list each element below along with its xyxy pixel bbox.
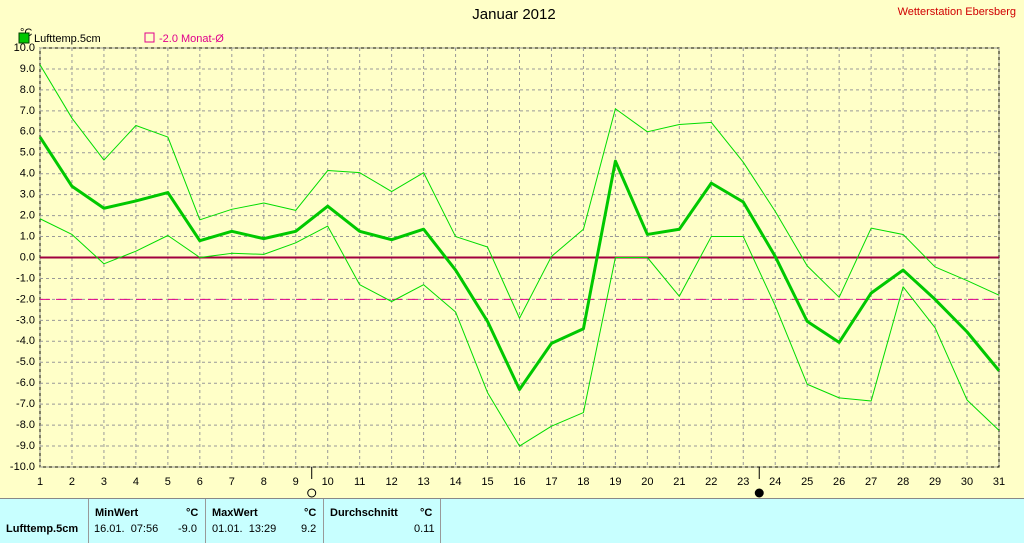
y-tick-label: -5.0: [16, 356, 35, 368]
source: Wetterstation Ebersberg: [898, 6, 1016, 18]
stats-table: MinWert °C MaxWert °C Durchschnitt °C Lu…: [0, 498, 1024, 543]
separator: [323, 499, 324, 543]
separator: [205, 499, 206, 543]
y-tick-label: 4.0: [20, 168, 35, 180]
y-tick-label: 9.0: [20, 63, 35, 75]
x-tick-label: 1: [37, 476, 43, 488]
x-tick-label: 14: [449, 476, 461, 488]
x-tick-label: 4: [133, 476, 139, 488]
y-tick-label: 8.0: [20, 84, 35, 96]
legend-label: -2.0 Monat-Ø: [159, 33, 224, 45]
header: °C: [186, 507, 199, 519]
x-tick-label: 22: [705, 476, 717, 488]
series-line: [38, 136, 1001, 391]
legend-swatch: [18, 32, 30, 44]
x-tick-label: 21: [673, 476, 685, 488]
y-tick-label: -2.0: [16, 293, 35, 305]
x-tick-label: 8: [261, 476, 267, 488]
y-tick-label: -10.0: [10, 461, 35, 473]
x-tick-label: 30: [961, 476, 973, 488]
x-tick-label: 2: [69, 476, 75, 488]
x-tick-label: 16: [513, 476, 525, 488]
x-tick-label: 20: [641, 476, 653, 488]
y-tick-label: -4.0: [16, 335, 35, 347]
cell: -9.0: [178, 523, 197, 535]
header: Durchschnitt: [330, 507, 398, 519]
x-tick-label: 17: [545, 476, 557, 488]
x-tick-label: 3: [101, 476, 107, 488]
y-tick-label: -8.0: [16, 419, 35, 431]
chart: Januar 2012 Wetterstation Ebersberg °C 1…: [10, 6, 1016, 498]
chart-title: Januar 2012: [472, 6, 555, 23]
header: °C: [420, 507, 433, 519]
x-tick-label: 11: [354, 476, 365, 488]
header: °C: [304, 507, 317, 519]
y-tick-label: 3.0: [20, 189, 35, 201]
cell: 0.11: [414, 523, 435, 535]
y-tick-label: -6.0: [16, 377, 35, 389]
x-tick-label: 10: [322, 476, 334, 488]
series-line: [39, 218, 1000, 447]
separator: [88, 499, 89, 543]
moon-icon: [754, 488, 764, 498]
x-tick-label: 18: [577, 476, 589, 488]
cell: 9.2: [301, 523, 317, 535]
y-tick-label: -7.0: [16, 398, 35, 410]
header: MaxWert: [212, 507, 258, 519]
x-tick-label: 28: [897, 476, 909, 488]
x-tick-label: 15: [481, 476, 493, 488]
cell: 01.01. 13:29: [212, 523, 277, 535]
x-tick-label: 19: [609, 476, 621, 488]
x-tick-label: 25: [801, 476, 813, 488]
x-tick-label: 9: [293, 476, 299, 488]
x-tick-label: 26: [833, 476, 845, 488]
y-tick-label: 2.0: [20, 210, 35, 222]
y-tick-label: 0.0: [20, 251, 35, 263]
x-tick-label: 5: [165, 476, 171, 488]
x-tick-label: 12: [386, 476, 398, 488]
cell: 16.01. 07:56: [94, 523, 159, 535]
x-tick-label: 29: [929, 476, 941, 488]
legend-label: Lufttemp.5cm: [34, 33, 101, 45]
y-tick-label: -9.0: [16, 440, 35, 452]
x-tick-label: 31: [993, 476, 1005, 488]
y-tick-label: -1.0: [16, 272, 35, 284]
legend-swatch: [144, 32, 155, 43]
x-tick-label: 7: [229, 476, 235, 488]
series-line: [39, 64, 1000, 319]
y-tick-label: -3.0: [16, 314, 35, 326]
y-tick-label: 6.0: [20, 126, 35, 138]
x-tick-label: 13: [417, 476, 429, 488]
moon-icon: [307, 488, 317, 498]
y-tick-label: 7.0: [20, 105, 35, 117]
y-tick-label: 1.0: [20, 230, 35, 242]
row-name: Lufttemp.5cm: [6, 523, 79, 535]
x-tick-label: 27: [865, 476, 877, 488]
y-tick-label: 5.0: [20, 147, 35, 159]
x-tick-label: 24: [769, 476, 781, 488]
y-tick-label: 10.0: [14, 42, 35, 54]
header: MinWert: [95, 507, 139, 519]
x-tick-label: 6: [197, 476, 203, 488]
separator: [440, 499, 441, 543]
x-tick-label: 23: [737, 476, 749, 488]
